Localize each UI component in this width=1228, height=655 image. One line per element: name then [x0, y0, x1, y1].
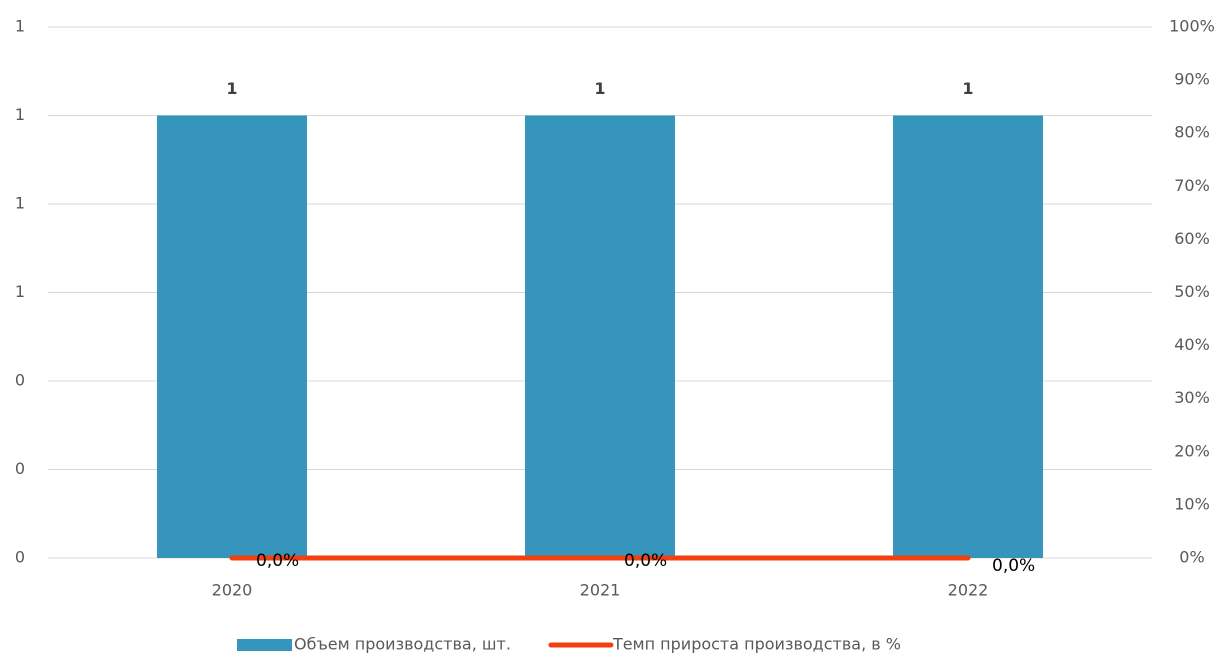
- legend-label: Темп прироста производства, в %: [612, 635, 901, 654]
- y2-tick-label: 0%: [1179, 548, 1204, 567]
- bar: [893, 115, 1043, 558]
- bar-value-label: 1: [962, 79, 973, 98]
- y2-tick-label: 100%: [1169, 17, 1215, 36]
- line-value-label: 0,0%: [624, 551, 667, 571]
- x-tick-label: 2020: [212, 581, 253, 600]
- y2-tick-label: 60%: [1174, 229, 1210, 248]
- y2-tick-label: 50%: [1174, 282, 1210, 301]
- legend-label: Объем производства, шт.: [294, 635, 511, 654]
- bar-value-label: 1: [594, 79, 605, 98]
- bar-value-label: 1: [226, 79, 237, 98]
- y-tick-label: 1: [15, 105, 25, 124]
- y2-tick-label: 30%: [1174, 388, 1210, 407]
- y2-tick-label: 80%: [1174, 123, 1210, 142]
- y2-tick-label: 40%: [1174, 335, 1210, 354]
- y2-tick-label: 70%: [1174, 176, 1210, 195]
- y2-tick-label: 90%: [1174, 70, 1210, 89]
- y-tick-label: 1: [15, 282, 25, 301]
- x-tick-label: 2022: [948, 581, 989, 600]
- y2-tick-label: 20%: [1174, 441, 1210, 460]
- line-value-label: 0,0%: [256, 551, 299, 571]
- x-tick-label: 2021: [580, 581, 621, 600]
- y-tick-label: 0: [15, 371, 25, 390]
- bar: [157, 115, 307, 558]
- line-value-label: 0,0%: [992, 556, 1035, 576]
- bar: [525, 115, 675, 558]
- y-tick-label: 1: [15, 17, 25, 36]
- y-tick-label: 0: [15, 548, 25, 567]
- legend-swatch: [237, 639, 292, 651]
- y-tick-label: 1: [15, 194, 25, 213]
- y-tick-label: 0: [15, 459, 25, 478]
- y2-tick-label: 10%: [1174, 494, 1210, 513]
